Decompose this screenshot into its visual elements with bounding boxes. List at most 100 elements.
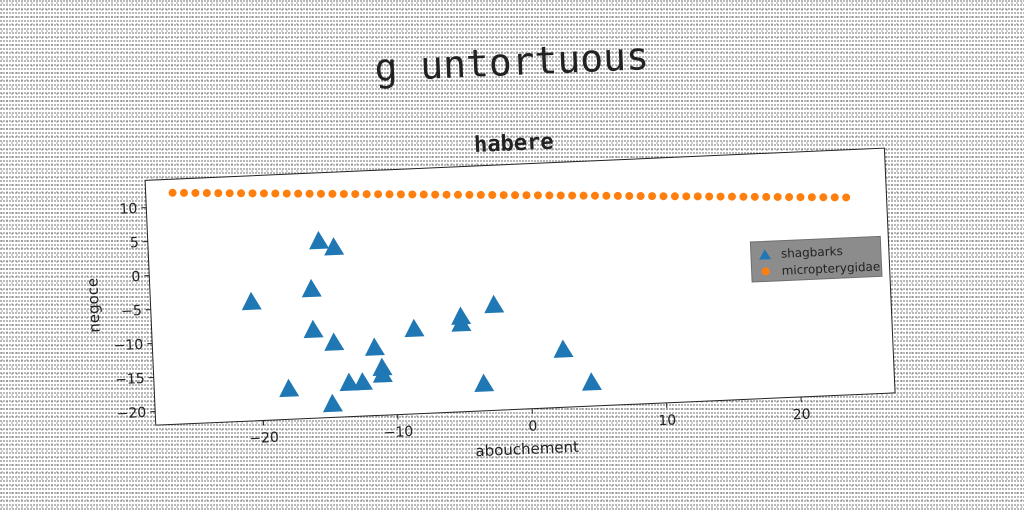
y-tick-label: 10 — [119, 201, 138, 218]
micropterygidae-point — [305, 189, 314, 198]
shagbarks-point — [324, 332, 345, 351]
shagbarks-point — [301, 278, 322, 298]
micropterygidae-point — [773, 192, 782, 201]
x-tick-label: 20 — [793, 407, 812, 424]
y-tick-label: −5 — [121, 303, 142, 320]
x-tick-label: −20 — [249, 430, 279, 447]
micropterygidae-point — [259, 189, 268, 198]
y-axis-label: negoce — [83, 277, 103, 333]
shagbarks-point — [451, 306, 472, 325]
micropterygidae-point — [716, 192, 725, 201]
micropterygidae-point — [465, 190, 474, 199]
shagbarks-point — [279, 378, 300, 398]
micropterygidae-point — [453, 190, 462, 199]
micropterygidae-point — [739, 192, 748, 201]
shagbarks-point — [474, 373, 495, 393]
legend-marker-shagbarks — [759, 249, 772, 260]
micropterygidae-point — [248, 189, 257, 198]
legend-marker-micropterygidae — [761, 267, 770, 276]
micropterygidae-point — [396, 190, 405, 199]
micropterygidae-point — [796, 193, 805, 202]
micropterygidae-point — [693, 192, 702, 201]
y-tick-label: −10 — [113, 337, 143, 354]
shagbarks-point — [372, 364, 393, 383]
micropterygidae-point — [785, 193, 794, 202]
micropterygidae-point — [819, 193, 828, 202]
shagbarks-point — [553, 339, 574, 358]
micropterygidae-point — [282, 189, 291, 198]
micropterygidae-point — [590, 191, 599, 200]
x-axis-label: abouchement — [475, 438, 579, 461]
legend-label-micropterygidae: micropterygidae — [781, 259, 880, 277]
chart-title: habere — [474, 130, 554, 158]
micropterygidae-point — [568, 191, 577, 200]
micropterygidae-point — [670, 192, 679, 201]
micropterygidae-point — [499, 191, 508, 200]
y-tick-label: 0 — [131, 269, 141, 285]
micropterygidae-point — [602, 191, 611, 200]
micropterygidae-point — [271, 189, 280, 198]
micropterygidae-point — [225, 189, 234, 198]
micropterygidae-point — [682, 192, 691, 201]
micropterygidae-point — [613, 191, 622, 200]
micropterygidae-point — [202, 189, 211, 198]
micropterygidae-point — [419, 190, 428, 199]
micropterygidae-point — [362, 190, 371, 199]
micropterygidae-point — [727, 192, 736, 201]
y-tick-label: −15 — [115, 371, 145, 388]
micropterygidae-point — [488, 191, 497, 200]
x-tick-label: −10 — [383, 424, 413, 441]
micropterygidae-point — [168, 188, 177, 197]
micropterygidae-point — [511, 191, 520, 200]
micropterygidae-point — [807, 193, 816, 202]
shagbarks-point — [324, 237, 345, 256]
x-tick-label: 10 — [658, 412, 677, 429]
micropterygidae-point — [636, 192, 645, 201]
micropterygidae-point — [191, 188, 200, 197]
y-tick-label: 5 — [130, 235, 140, 251]
micropterygidae-point — [533, 191, 542, 200]
micropterygidae-point — [442, 190, 451, 199]
micropterygidae-point — [385, 190, 394, 199]
legend-label-shagbarks: shagbarks — [781, 244, 843, 261]
shagbarks-point — [581, 372, 602, 391]
micropterygidae-point — [339, 189, 348, 198]
x-tick-label: 0 — [528, 419, 538, 435]
micropterygidae-point — [179, 188, 188, 197]
shagbarks-point — [484, 294, 505, 314]
micropterygidae-point — [648, 192, 657, 201]
micropterygidae-point — [830, 193, 839, 202]
micropterygidae-point — [625, 191, 634, 200]
micropterygidae-point — [522, 191, 531, 200]
shagbarks-point — [404, 318, 425, 338]
micropterygidae-point — [328, 189, 337, 198]
shagbarks-point — [303, 319, 324, 339]
shagbarks-point — [353, 372, 373, 391]
micropterygidae-point — [579, 191, 588, 200]
micropterygidae-point — [294, 189, 303, 198]
micropterygidae-point — [374, 190, 383, 199]
shagbarks-point — [322, 393, 343, 413]
shagbarks-point — [339, 372, 360, 392]
micropterygidae-point — [237, 189, 246, 198]
micropterygidae-point — [750, 192, 759, 201]
micropterygidae-point — [408, 190, 417, 199]
micropterygidae-point — [556, 191, 565, 200]
micropterygidae-point — [705, 192, 714, 201]
shagbarks-point — [241, 291, 262, 311]
micropterygidae-point — [351, 190, 360, 199]
scatter-chart: habere −20 −10 0 10 20 −20 −15 −10 −5 0 5 10 abouchem… — [83, 130, 896, 461]
micropterygidae-point — [842, 193, 851, 202]
micropterygidae-point — [762, 192, 771, 201]
chart-container: habere −20 −10 0 10 20 −20 −15 −10 −5 0 5 10 abouchem… — [52, 76, 948, 494]
micropterygidae-point — [316, 189, 325, 198]
legend-box — [749, 235, 883, 283]
micropterygidae-point — [476, 190, 485, 199]
micropterygidae-point — [659, 192, 668, 201]
plot-area — [144, 147, 896, 426]
micropterygidae-point — [431, 190, 440, 199]
shagbarks-point — [364, 337, 385, 356]
shagbarks-point — [309, 230, 330, 250]
micropterygidae-point — [545, 191, 554, 200]
micropterygidae-point — [214, 189, 223, 198]
